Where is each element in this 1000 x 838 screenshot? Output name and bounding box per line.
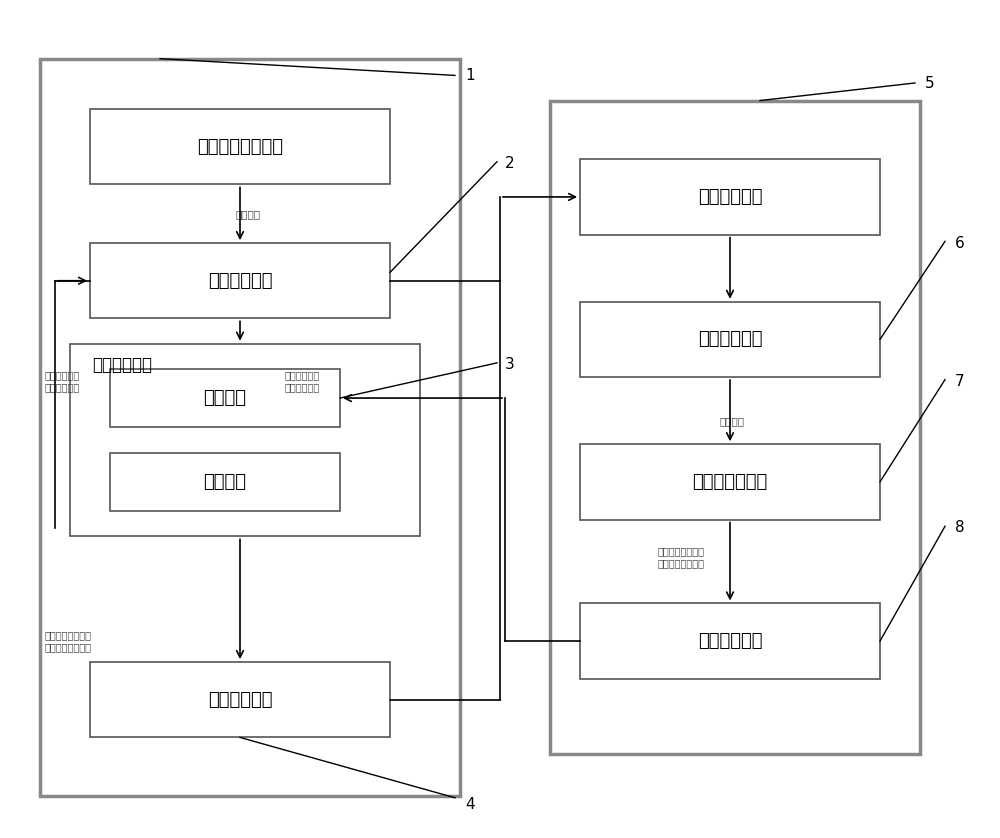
- Text: 收集数据模块: 收集数据模块: [698, 188, 762, 206]
- Text: 提供数据: 提供数据: [235, 209, 260, 219]
- Text: 6: 6: [955, 235, 965, 251]
- Text: 实时采集数据模块: 实时采集数据模块: [197, 137, 283, 156]
- Bar: [90, 662, 390, 737]
- Text: 2: 2: [505, 156, 515, 171]
- Bar: [580, 444, 880, 520]
- Text: 故障诊断模块: 故障诊断模块: [92, 356, 152, 374]
- Bar: [110, 453, 340, 511]
- Text: 得到需要下发的配
置文件和诊断方法: 得到需要下发的配 置文件和诊断方法: [658, 546, 705, 568]
- Text: 7: 7: [955, 374, 965, 389]
- Bar: [550, 101, 920, 754]
- Text: 4: 4: [465, 797, 475, 812]
- Text: 提取故障库模块: 提取故障库模块: [692, 473, 768, 491]
- Bar: [90, 243, 390, 318]
- Bar: [90, 109, 390, 184]
- Text: 文件下发模块: 文件下发模块: [698, 632, 762, 650]
- Bar: [580, 603, 880, 679]
- Text: 根据配置文件
进行实时计算: 根据配置文件 进行实时计算: [45, 370, 80, 392]
- Bar: [40, 59, 460, 796]
- Text: 8: 8: [955, 520, 965, 535]
- Text: 诊断方法: 诊断方法: [204, 389, 246, 407]
- Bar: [110, 369, 340, 427]
- Bar: [580, 159, 880, 235]
- Text: 机器学习模块: 机器学习模块: [698, 330, 762, 349]
- Text: 1: 1: [465, 68, 475, 83]
- Text: 数据分类: 数据分类: [720, 416, 745, 426]
- Bar: [580, 302, 880, 377]
- Text: 实时计算模块: 实时计算模块: [208, 272, 272, 290]
- Text: 3: 3: [505, 357, 515, 372]
- Text: 数据上传模块: 数据上传模块: [208, 691, 272, 709]
- Bar: [70, 344, 420, 536]
- Text: 5: 5: [925, 76, 935, 91]
- Text: 根据数据类型，采
取不同的上传模式: 根据数据类型，采 取不同的上传模式: [45, 630, 92, 652]
- Text: 根据计算结果
得到数据类型: 根据计算结果 得到数据类型: [285, 370, 320, 392]
- Text: 配置文件: 配置文件: [204, 473, 246, 491]
